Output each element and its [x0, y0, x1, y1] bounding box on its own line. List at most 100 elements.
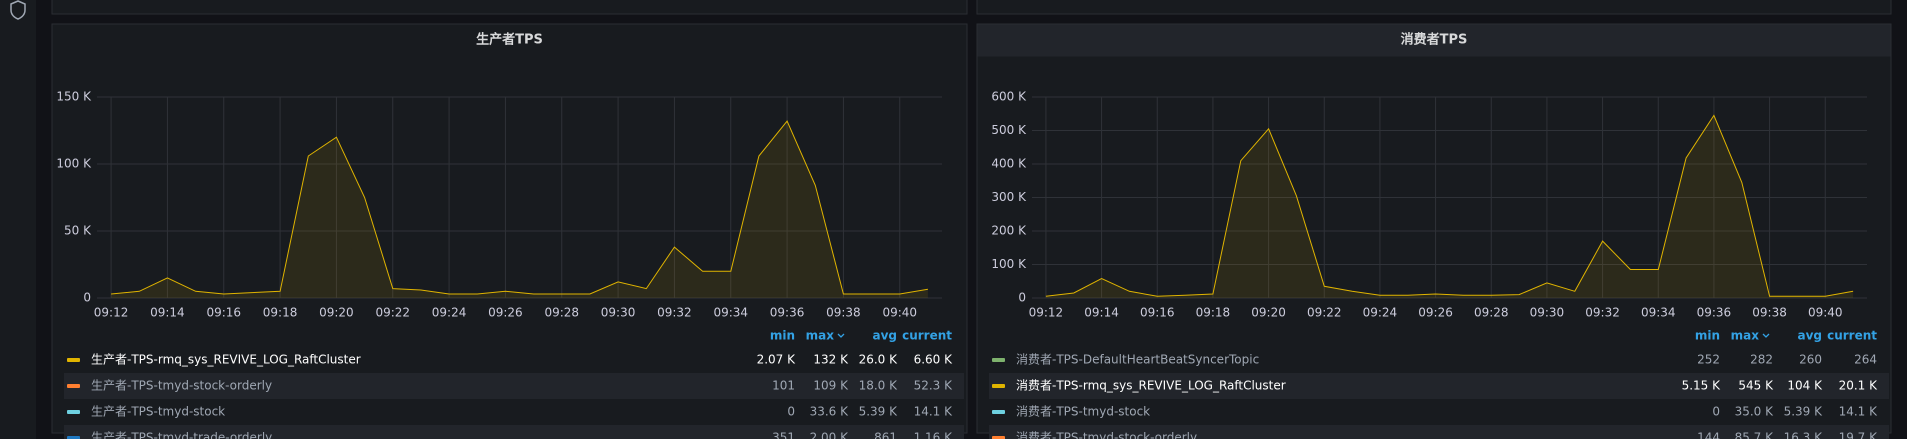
legend-value: 282 — [1750, 353, 1773, 367]
legend-value: 14.1 K — [1839, 405, 1879, 419]
panel-header — [977, 24, 1891, 57]
legend-swatch — [992, 384, 1005, 388]
legend-swatch — [67, 410, 80, 414]
sort-icon — [837, 333, 845, 338]
legend-value: 5.39 K — [1784, 405, 1824, 419]
legend-header: avg — [872, 329, 897, 343]
legend-swatch — [67, 358, 80, 362]
x-tick-label: 09:20 — [1251, 306, 1286, 320]
legend-swatch — [992, 358, 1005, 362]
legend-value: 1.16 K — [914, 431, 954, 439]
area — [111, 121, 928, 298]
x-tick-label: 09:26 — [1418, 306, 1453, 320]
y-tick-label: 100 K — [991, 257, 1027, 271]
legend-value: 861 — [874, 431, 897, 439]
x-tick-label: 09:38 — [1752, 306, 1787, 320]
legend-value: 85.7 K — [1735, 431, 1775, 439]
x-tick-label: 09:34 — [1641, 306, 1676, 320]
y-tick-label: 150 K — [56, 90, 92, 104]
legend-value: 260 — [1799, 353, 1822, 367]
legend-label[interactable]: 消费者-TPS-tmyd-stock-orderly — [1016, 431, 1197, 439]
legend-swatch — [67, 436, 80, 439]
line — [1045, 114, 1854, 297]
legend-value: 19.7 K — [1839, 431, 1879, 439]
area — [1045, 115, 1854, 299]
x-tick-label: 09:20 — [319, 306, 354, 320]
legend-value: 144 — [1697, 431, 1720, 439]
legend-value: 104 K — [1787, 379, 1823, 393]
y-tick-label: 500 K — [991, 123, 1027, 137]
panel-title: 生产者TPS — [476, 32, 543, 48]
legend-label[interactable]: 消费者-TPS-rmq_sys_REVIVE_LOG_RaftCluster — [1016, 379, 1286, 393]
legend-value: 14.1 K — [914, 405, 954, 419]
legend-value: 109 K — [813, 379, 849, 393]
x-tick-label: 09:28 — [544, 306, 579, 320]
x-tick-label: 09:12 — [1029, 306, 1064, 320]
panel-bg — [51, 23, 968, 434]
legend-label[interactable]: 生产者-TPS-tmyd-trade-orderly — [91, 431, 272, 439]
sort-icon — [1762, 333, 1770, 338]
legend-value: 16.3 K — [1784, 431, 1824, 439]
legend-value: 52.3 K — [914, 379, 954, 393]
x-tick-label: 09:24 — [432, 306, 467, 320]
legend-label[interactable]: 消费者-TPS-DefaultHeartBeatSyncerTopic — [1016, 353, 1259, 367]
legend-label[interactable]: 消费者-TPS-tmyd-stock — [1016, 405, 1150, 419]
legend-value: 6.60 K — [914, 353, 954, 367]
x-tick-label: 09:34 — [713, 306, 748, 320]
legend-label[interactable]: 生产者-TPS-rmq_sys_REVIVE_LOG_RaftCluster — [91, 353, 361, 367]
x-tick-label: 09:16 — [1140, 306, 1175, 320]
panel-above — [976, 0, 1892, 15]
line — [111, 120, 928, 295]
legend-value: 33.6 K — [810, 405, 850, 419]
legend-row-bg — [64, 373, 964, 399]
legend-label[interactable]: 生产者-TPS-tmyd-stock — [91, 405, 225, 419]
y-tick-label: 50 K — [64, 224, 92, 238]
legend-row-bg — [989, 373, 1889, 399]
legend-value: 545 K — [1738, 379, 1774, 393]
legend-header: max — [806, 329, 835, 343]
legend-label[interactable]: 生产者-TPS-tmyd-stock-orderly — [91, 379, 272, 393]
panel: 生产者TPS 0 50 K 100 K 150 K 09:12 09:14 09:16 09:1… — [51, 23, 968, 439]
y-tick-label: 100 K — [56, 157, 92, 171]
legend-header: min — [770, 329, 795, 343]
x-tick-label: 09:14 — [150, 306, 185, 320]
legend-header: current — [902, 329, 952, 343]
legend-value: 2.00 K — [810, 431, 850, 439]
x-tick-label: 09:36 — [770, 306, 805, 320]
x-tick-label: 09:24 — [1363, 306, 1398, 320]
legend-value: 0 — [787, 405, 795, 419]
y-tick-label: 600 K — [991, 90, 1027, 104]
sidebar — [0, 0, 36, 439]
legend-value: 351 — [772, 431, 795, 439]
x-tick-label: 09:30 — [1530, 306, 1565, 320]
x-tick-label: 09:32 — [657, 306, 692, 320]
legend-row-bg — [64, 425, 964, 439]
x-tick-label: 09:36 — [1697, 306, 1732, 320]
x-tick-label: 09:40 — [1808, 306, 1843, 320]
panel-title: 消费者TPS — [1401, 32, 1468, 48]
legend-value: 35.0 K — [1735, 405, 1775, 419]
x-tick-label: 09:18 — [263, 306, 298, 320]
legend-value: 252 — [1697, 353, 1720, 367]
x-tick-label: 09:22 — [1307, 306, 1342, 320]
legend-value: 26.0 K — [859, 353, 899, 367]
panel-above — [51, 0, 968, 15]
legend-value: 101 — [772, 379, 795, 393]
y-tick-label: 200 K — [991, 224, 1027, 238]
shield-icon[interactable] — [10, 0, 26, 20]
x-tick-label: 09:12 — [94, 306, 129, 320]
y-tick-label: 0 — [83, 291, 91, 305]
x-tick-label: 09:28 — [1474, 306, 1509, 320]
legend-value: 2.07 K — [757, 353, 797, 367]
x-tick-label: 09:14 — [1084, 306, 1119, 320]
x-tick-label: 09:18 — [1196, 306, 1231, 320]
x-tick-label: 09:26 — [488, 306, 523, 320]
y-tick-label: 400 K — [991, 157, 1027, 171]
legend-row-bg — [989, 425, 1889, 439]
legend-swatch — [992, 410, 1005, 414]
legend-value: 132 K — [813, 353, 849, 367]
panel: 消费者TPS 0 100 K 200 K 300 K 400 K 500 K 600 K 09:… — [976, 23, 1892, 439]
x-tick-label: 09:30 — [601, 306, 636, 320]
legend-value: 5.39 K — [859, 405, 899, 419]
